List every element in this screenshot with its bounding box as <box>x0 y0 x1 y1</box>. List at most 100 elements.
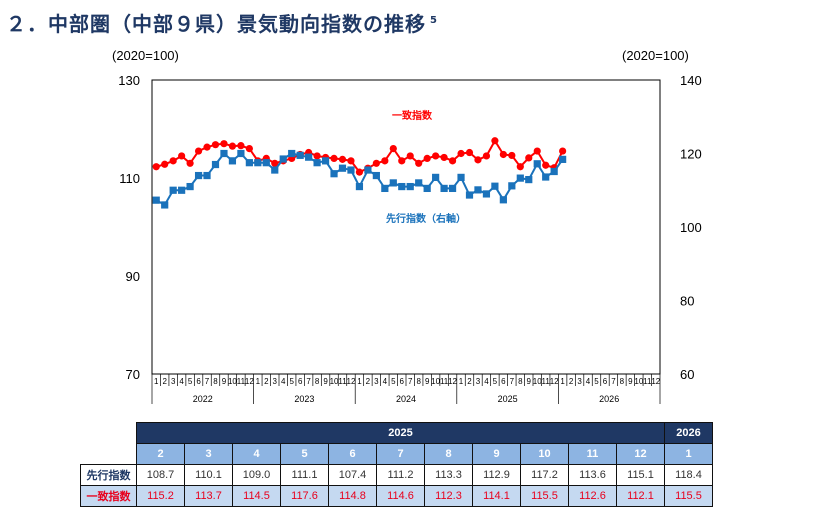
table-cell: 114.8 <box>328 485 377 507</box>
month-tick-label: 2 <box>366 377 371 386</box>
coincident-point <box>194 147 203 155</box>
leading-point <box>423 184 431 193</box>
leading-point <box>262 159 270 167</box>
month-tick-label: 5 <box>493 377 498 386</box>
coincident-point <box>499 150 507 159</box>
month-tick-label: 3 <box>171 377 176 386</box>
coincident-point <box>211 141 220 149</box>
month-tick-label: 9 <box>527 377 532 386</box>
month-tick-label: 2 <box>264 377 269 386</box>
table-cell: 111.2 <box>376 464 425 486</box>
coincident-point <box>398 157 406 165</box>
leading-point <box>559 155 567 163</box>
month-tick-label: 11 <box>338 377 347 386</box>
title-footnote: 5 <box>430 15 438 27</box>
month-header: 2 <box>136 443 185 465</box>
coincident-point <box>381 157 389 165</box>
month-tick-label: 8 <box>518 377 523 386</box>
right-tick-label: 60 <box>680 367 694 382</box>
year-header: 2025 <box>136 422 665 444</box>
coincident-point <box>474 156 482 164</box>
month-tick-label: 4 <box>179 377 184 386</box>
month-tick-label: 10 <box>634 377 643 386</box>
table-cell: 112.6 <box>568 485 617 507</box>
coincident-point <box>186 159 194 167</box>
table-cell: 117.6 <box>280 485 329 507</box>
leading-point <box>516 174 524 182</box>
leading-point <box>432 173 440 181</box>
year-tick-label: 2022 <box>193 394 213 404</box>
leading-point <box>313 159 321 167</box>
leading-point <box>203 171 211 180</box>
month-tick-label: 5 <box>188 377 193 386</box>
month-header: 5 <box>280 443 329 465</box>
month-tick-label: 11 <box>542 377 551 386</box>
coincident-point <box>406 152 414 160</box>
month-tick-label: 8 <box>620 377 625 386</box>
month-tick-label: 7 <box>408 377 413 386</box>
month-header: 1 <box>664 443 713 465</box>
month-tick-label: 9 <box>628 377 633 386</box>
leading-point <box>440 184 448 193</box>
leading-point <box>178 186 186 194</box>
month-tick-label: 1 <box>357 377 362 386</box>
coincident-point <box>465 148 474 157</box>
leading-point <box>237 149 245 158</box>
table-cell: 107.4 <box>328 464 377 486</box>
month-tick-label: 10 <box>228 377 237 386</box>
blank-cell <box>81 423 137 444</box>
month-tick-label: 4 <box>586 377 591 386</box>
month-tick-label: 2 <box>467 377 472 386</box>
month-header: 8 <box>424 443 473 465</box>
coincident-point <box>161 160 169 168</box>
title-text: ２．中部圏（中部９県）景気動向指数の推移 <box>6 12 426 36</box>
leading-point <box>355 182 364 191</box>
year-tick-label: 2024 <box>396 394 416 404</box>
left-tick-label: 130 <box>118 73 140 88</box>
coincident-point <box>423 154 431 162</box>
leading-point <box>542 173 550 181</box>
table-cell: 117.2 <box>520 464 569 486</box>
leading-point <box>389 179 397 187</box>
month-tick-label: 9 <box>425 377 430 386</box>
leading-point <box>169 186 177 194</box>
coincident-point <box>432 152 440 160</box>
month-tick-label: 10 <box>330 377 339 386</box>
leading-point <box>525 175 533 184</box>
leading-point <box>220 149 228 158</box>
legend-leading: 先行指数（右軸） <box>386 212 466 225</box>
left-tick-label: 110 <box>119 171 140 186</box>
coincident-point <box>237 142 245 150</box>
month-tick-label: 5 <box>391 377 396 386</box>
leading-point <box>305 153 313 161</box>
coincident-point <box>152 163 160 171</box>
table-cell: 112.9 <box>472 464 521 486</box>
coincident-point <box>372 159 380 167</box>
leading-point <box>465 191 474 199</box>
month-header: 12 <box>616 443 665 465</box>
left-tick-label: 90 <box>126 269 140 284</box>
month-tick-label: 1 <box>459 377 464 386</box>
month-tick-label: 1 <box>256 377 261 386</box>
month-tick-label: 9 <box>222 377 227 386</box>
table-cell: 112.3 <box>424 485 473 507</box>
month-tick-label: 12 <box>651 377 660 386</box>
leading-point <box>330 170 338 178</box>
leading-point <box>245 159 253 167</box>
leading-point <box>474 186 482 194</box>
leading-point <box>398 182 406 191</box>
coincident-point <box>516 163 524 171</box>
leading-point <box>279 155 287 163</box>
month-tick-label: 8 <box>315 377 320 386</box>
table-cell: 109.0 <box>232 464 281 486</box>
month-tick-label: 7 <box>205 377 210 386</box>
table-cell: 118.4 <box>664 464 713 486</box>
month-tick-label: 3 <box>273 377 278 386</box>
month-tick-label: 2 <box>162 377 167 386</box>
month-tick-label: 6 <box>196 377 201 386</box>
month-tick-label: 1 <box>154 377 159 386</box>
leading-point <box>364 166 372 174</box>
leading-point <box>152 196 160 204</box>
month-header: 3 <box>184 443 233 465</box>
leading-point <box>288 149 296 158</box>
